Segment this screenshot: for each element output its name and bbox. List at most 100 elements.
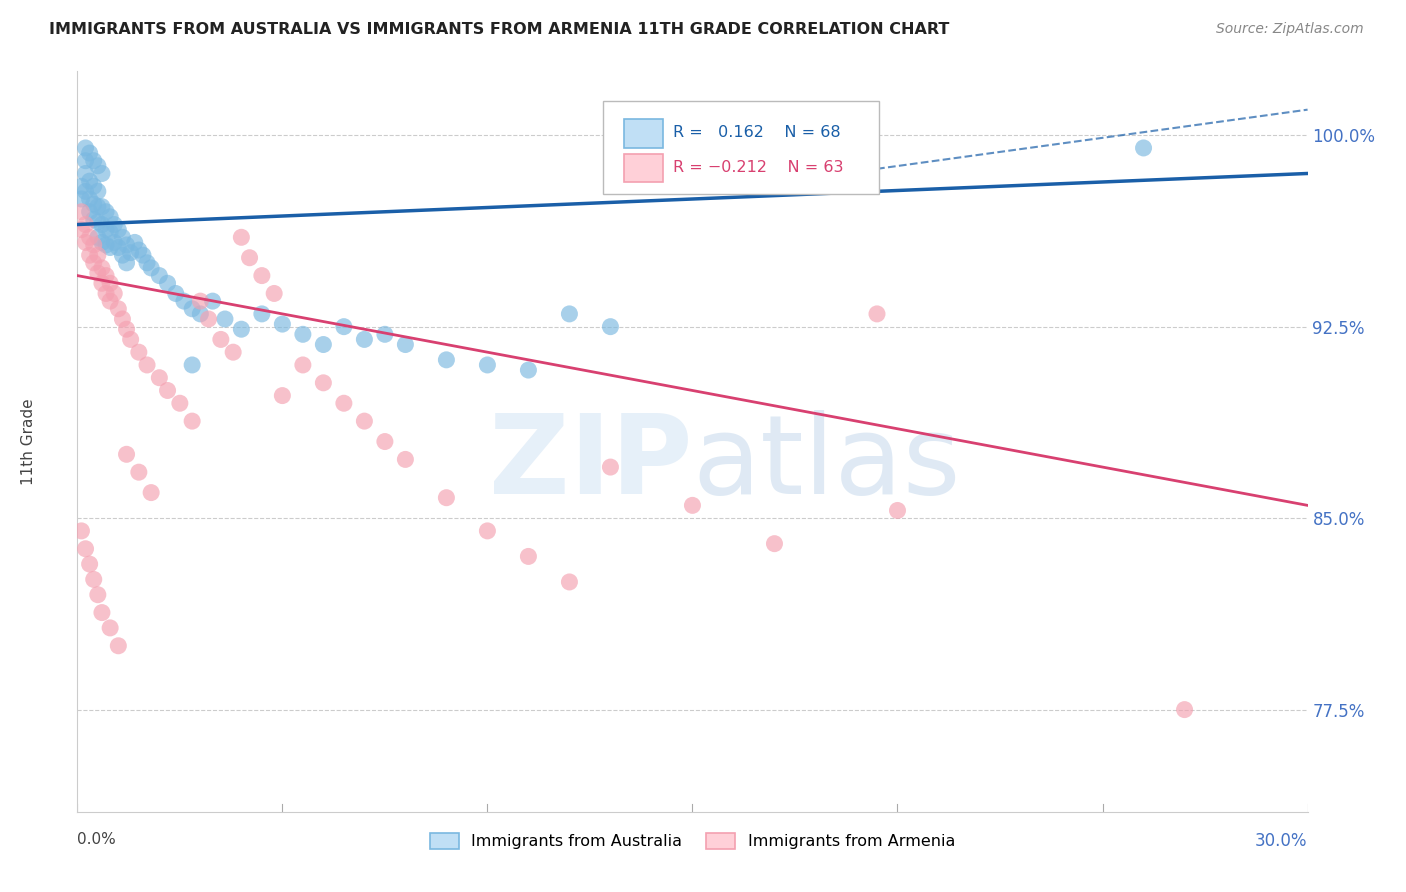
Point <box>111 248 134 262</box>
Point <box>94 204 117 219</box>
Point <box>87 588 110 602</box>
Point <box>98 225 121 239</box>
Point <box>107 301 129 316</box>
Point <box>90 200 114 214</box>
Text: atlas: atlas <box>693 410 960 517</box>
Point <box>79 557 101 571</box>
Point <box>90 218 114 232</box>
Point <box>136 256 159 270</box>
Text: R = −0.212    N = 63: R = −0.212 N = 63 <box>673 160 844 175</box>
Point <box>75 185 97 199</box>
Point <box>98 210 121 224</box>
Point <box>70 524 93 538</box>
Point <box>156 277 179 291</box>
Point <box>83 179 105 194</box>
Point <box>1174 703 1197 717</box>
Point <box>107 639 129 653</box>
Point <box>90 235 114 250</box>
Point <box>333 396 356 410</box>
Text: IMMIGRANTS FROM AUSTRALIA VS IMMIGRANTS FROM ARMENIA 11TH GRADE CORRELATION CHAR: IMMIGRANTS FROM AUSTRALIA VS IMMIGRANTS … <box>49 22 949 37</box>
Point <box>517 549 540 564</box>
Text: ZIP: ZIP <box>489 410 693 517</box>
Point <box>374 327 396 342</box>
Point <box>83 238 105 252</box>
Point <box>239 251 262 265</box>
Point <box>75 235 97 250</box>
Point <box>250 307 273 321</box>
Point <box>103 218 125 232</box>
Point <box>188 294 212 309</box>
Point <box>181 414 204 428</box>
Point <box>477 358 499 372</box>
Point <box>115 447 138 461</box>
Point <box>156 384 179 398</box>
Point <box>128 345 150 359</box>
Point <box>75 218 97 232</box>
Point <box>128 465 150 479</box>
Point <box>682 499 704 513</box>
Point <box>558 574 581 589</box>
Point <box>79 204 101 219</box>
Point <box>107 240 129 254</box>
Point <box>103 286 125 301</box>
Point <box>141 260 163 275</box>
Point <box>83 256 105 270</box>
Point <box>291 327 314 342</box>
Point <box>90 277 114 291</box>
Point <box>83 153 105 168</box>
Point <box>115 322 138 336</box>
Point <box>87 200 110 214</box>
Point <box>333 319 356 334</box>
Point <box>250 268 273 283</box>
Point <box>148 268 170 283</box>
Point <box>75 541 97 556</box>
Point <box>98 621 121 635</box>
Text: 11th Grade: 11th Grade <box>21 398 35 485</box>
Point <box>83 197 105 211</box>
Point <box>209 333 232 347</box>
Point <box>436 491 458 505</box>
Point <box>886 503 908 517</box>
Point <box>111 312 134 326</box>
Point <box>98 240 121 254</box>
Point <box>599 319 621 334</box>
Point <box>90 166 114 180</box>
Point <box>763 536 786 550</box>
Point <box>271 388 294 402</box>
Point <box>79 146 101 161</box>
Point <box>120 333 142 347</box>
Point <box>702 179 724 194</box>
Point <box>120 245 142 260</box>
Text: 0.0%: 0.0% <box>77 832 117 847</box>
Point <box>70 222 93 236</box>
Point <box>83 212 105 227</box>
Point <box>79 174 101 188</box>
Point <box>79 248 101 262</box>
Point <box>98 294 121 309</box>
Point <box>1132 141 1154 155</box>
Point <box>128 243 150 257</box>
Point <box>90 606 114 620</box>
Point <box>517 363 540 377</box>
Point <box>87 159 110 173</box>
Point <box>141 485 163 500</box>
Point <box>103 235 125 250</box>
Point <box>558 307 581 321</box>
Point <box>291 358 314 372</box>
Point <box>169 396 191 410</box>
Point <box>75 153 97 168</box>
Point <box>94 238 117 252</box>
Point <box>312 376 335 390</box>
Point <box>79 230 101 244</box>
Point <box>231 230 253 244</box>
Point <box>231 322 253 336</box>
Point <box>312 337 335 351</box>
Point <box>201 294 224 309</box>
Point <box>115 256 138 270</box>
Point <box>271 317 294 331</box>
Point <box>197 312 219 326</box>
Point <box>353 333 375 347</box>
Point <box>181 301 204 316</box>
Point <box>181 358 204 372</box>
Point <box>124 235 146 250</box>
